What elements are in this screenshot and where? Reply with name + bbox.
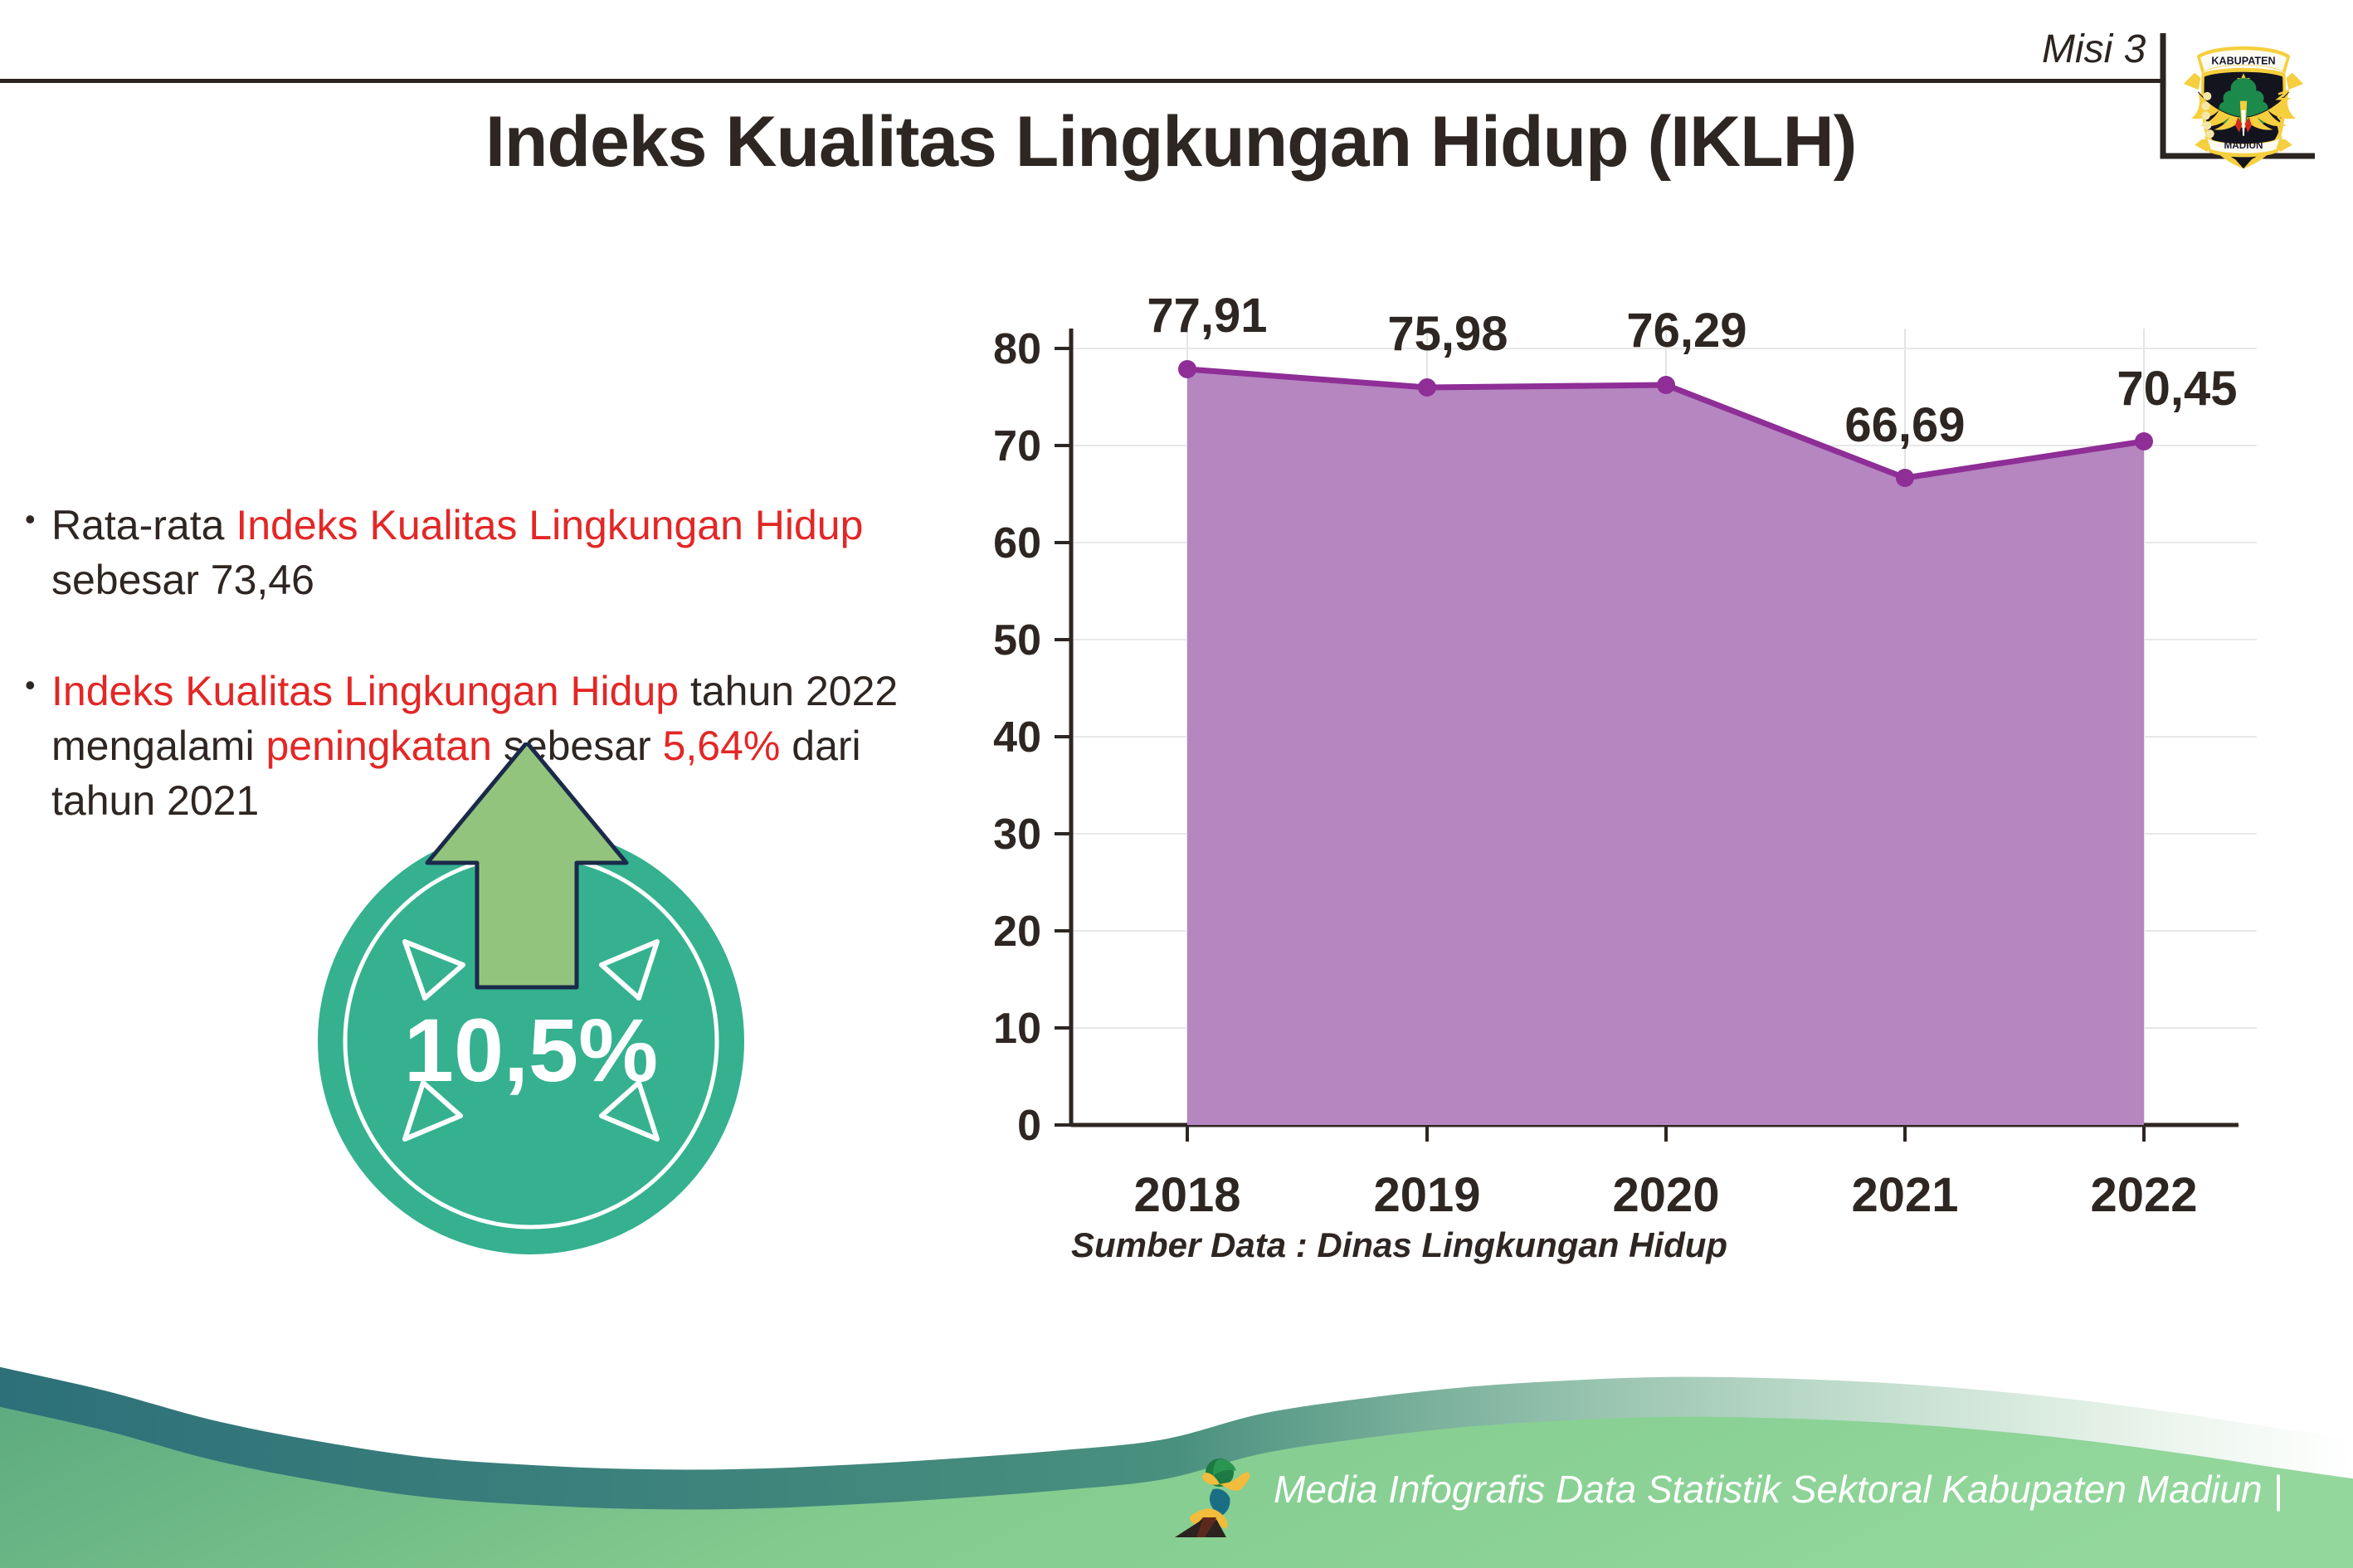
svg-text:2018: 2018 (1133, 1168, 1240, 1222)
svg-text:76,29: 76,29 (1626, 304, 1746, 358)
svg-text:2019: 2019 (1373, 1168, 1480, 1222)
svg-text:50: 50 (993, 616, 1041, 665)
svg-text:60: 60 (993, 519, 1041, 567)
svg-text:Sumber Data : Dinas Lingkungan: Sumber Data : Dinas Lingkungan Hidup (1071, 1225, 1727, 1264)
svg-text:2021: 2021 (1851, 1168, 1958, 1222)
svg-text:40: 40 (993, 713, 1041, 762)
svg-text:70,45: 70,45 (2117, 362, 2237, 416)
svg-text:66,69: 66,69 (1844, 398, 1965, 452)
svg-text:2020: 2020 (1612, 1168, 1719, 1222)
svg-text:75,98: 75,98 (1387, 307, 1508, 361)
svg-text:30: 30 (993, 811, 1041, 859)
svg-text:20: 20 (993, 908, 1041, 956)
svg-text:77,91: 77,91 (1147, 289, 1267, 343)
svg-text:70: 70 (993, 422, 1041, 470)
svg-text:80: 80 (993, 325, 1041, 373)
svg-text:10: 10 (993, 1005, 1041, 1053)
svg-text:0: 0 (1017, 1102, 1041, 1150)
svg-text:2022: 2022 (2090, 1168, 2197, 1222)
